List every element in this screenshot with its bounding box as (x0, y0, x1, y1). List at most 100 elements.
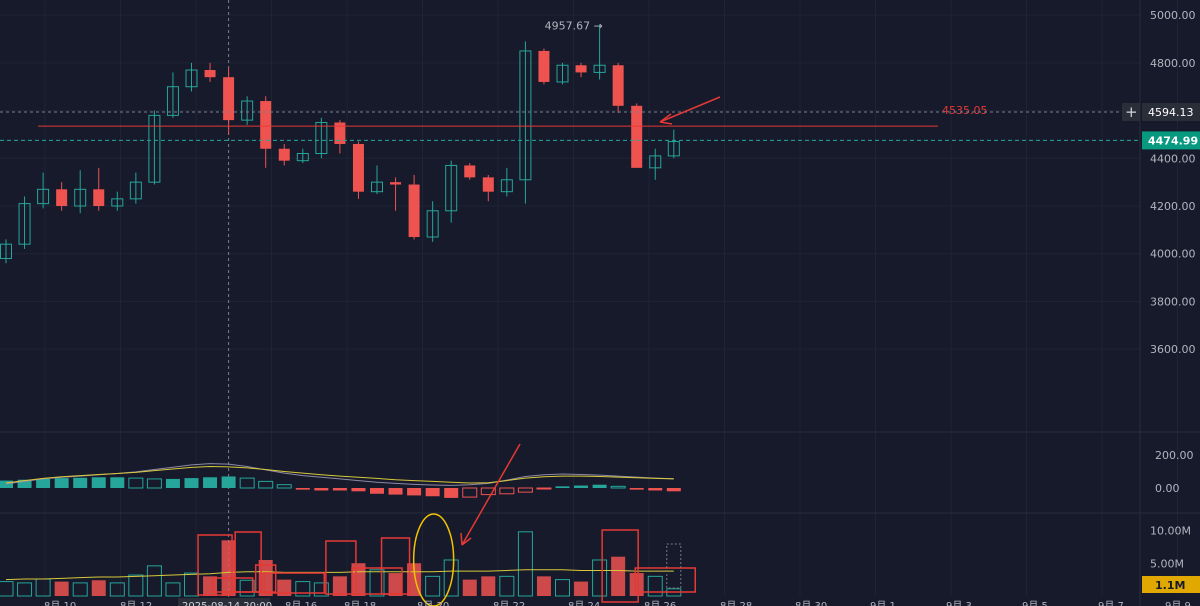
annotation-box (254, 564, 277, 593)
macd-histogram-bar (221, 476, 236, 488)
current-price-label: 4474.99 (1148, 134, 1198, 147)
candle-body (18, 203, 31, 245)
macd-histogram-bar (444, 488, 459, 498)
time-tick-label: 8月 28 (720, 600, 752, 606)
macd-histogram-bar (407, 488, 422, 496)
macd-tick-label: 200.00 (1155, 449, 1194, 462)
volume-bar (481, 576, 496, 596)
macd-histogram-bar (517, 487, 533, 493)
time-tick-label: 8月 24 (568, 600, 600, 606)
horizontal-level-label: 4535.05 (942, 104, 988, 117)
volume-bar (574, 581, 589, 596)
annotation-box (263, 572, 325, 594)
volume-bar (35, 578, 51, 597)
candle-body (296, 153, 309, 162)
candle-body (334, 122, 346, 144)
volume-bar (0, 581, 14, 597)
annotation-box (211, 577, 254, 593)
volume-bar (109, 582, 125, 597)
candle-body (500, 179, 513, 193)
current-price-tag (1142, 131, 1200, 150)
volume-bar (611, 556, 626, 596)
time-tick-label: 9月 7 (1098, 600, 1124, 606)
crosshair-time-tag (178, 598, 270, 606)
volume-tick-label: 5.00M (1150, 557, 1184, 570)
time-tick-label: 8月 16 (285, 600, 317, 606)
high-price-marker: 4957.67 → (545, 19, 603, 32)
annotation-box (197, 534, 233, 596)
pending-volume-bar (666, 543, 682, 589)
macd-histogram-bar (110, 477, 125, 488)
macd-histogram-bar (555, 486, 570, 488)
macd-histogram-bar (128, 477, 144, 489)
drawn-annotations (197, 96, 721, 606)
macd-histogram-bar (258, 480, 274, 489)
candle-body (74, 188, 87, 207)
macd-histogram-bar (314, 488, 329, 491)
macd-histogram-bar (239, 477, 255, 489)
volume-current-label: 1.1M (1155, 579, 1185, 592)
price-tick-label: 4000.00 (1150, 248, 1196, 261)
macd-histogram-bar (332, 488, 347, 491)
macd-histogram-bar (276, 484, 292, 489)
volume-bar (332, 576, 347, 596)
volume-bar (17, 582, 33, 597)
macd-histogram-bar (648, 488, 663, 491)
time-tick-label: 8月 22 (493, 600, 525, 606)
candle-body (241, 100, 254, 121)
candle-body (93, 189, 105, 207)
macd-pane (0, 463, 681, 498)
volume-bar (369, 569, 385, 597)
macd-histogram-bar (574, 485, 589, 488)
candle-body (111, 198, 124, 207)
macd-histogram-bar (91, 477, 106, 488)
price-tick-label: 4200.00 (1150, 200, 1196, 213)
annotation-arrowhead (659, 113, 673, 125)
candle-body (278, 148, 290, 161)
macd-histogram-bar (351, 488, 366, 492)
volume-bar (258, 559, 273, 596)
annotation-box (634, 567, 696, 593)
volume-bar (277, 579, 292, 596)
candle-body (408, 184, 420, 238)
price-tick-label: 4800.00 (1150, 57, 1196, 70)
macd-histogram-bar (184, 478, 199, 488)
candle-body (649, 155, 662, 169)
volume-bar (499, 575, 515, 597)
candle-body (445, 164, 458, 212)
annotation-box (234, 531, 262, 593)
macd-histogram-bar (388, 488, 403, 495)
candle-body (464, 165, 476, 178)
candle-body (0, 243, 12, 259)
macd-histogram-bar (480, 487, 496, 496)
volume-bar (295, 581, 311, 597)
candle-body (538, 50, 550, 82)
candle-body (260, 101, 272, 149)
candle-body (593, 64, 606, 73)
time-tick-label: 8月 30 (795, 600, 827, 606)
volume-tick-label: 10.00M (1150, 525, 1191, 538)
crosshair-price-label: 4594.13 (1148, 106, 1194, 119)
volume-bar (239, 579, 255, 597)
candle-body (352, 143, 364, 192)
macd-tick-label: 0.00 (1155, 482, 1180, 495)
macd-histogram-bar (36, 478, 51, 488)
macd-histogram-bar (499, 487, 515, 495)
time-tick-label: 8月 18 (344, 600, 376, 606)
time-tick-label: 9月 9 (1165, 600, 1191, 606)
volume-bar (629, 573, 644, 596)
macd-histogram-bar (295, 488, 310, 490)
volume-bar (592, 559, 608, 597)
time-tick-label: 9月 3 (946, 600, 972, 606)
annotation-arrow (659, 96, 721, 123)
candlestick-series (0, 24, 680, 264)
volume-pane (0, 531, 682, 597)
volume-bar (555, 579, 570, 597)
volume-bar (443, 559, 459, 597)
volume-current-tag (1142, 576, 1200, 593)
candle-body (56, 189, 68, 207)
volume-bar (203, 576, 218, 596)
price-tick-label: 4400.00 (1150, 152, 1196, 165)
volume-bar (462, 579, 477, 596)
